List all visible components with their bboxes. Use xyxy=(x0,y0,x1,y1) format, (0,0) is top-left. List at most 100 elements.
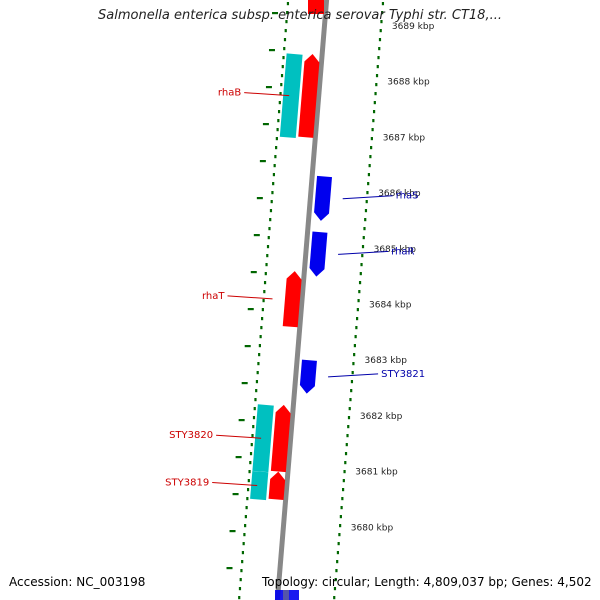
tick-dot xyxy=(343,470,346,474)
tick-dot xyxy=(282,56,285,60)
tick-dot xyxy=(336,560,339,564)
tick-label: 3684 kbp xyxy=(369,301,412,311)
tick-dot xyxy=(348,407,351,411)
backbone xyxy=(274,0,330,600)
gene-leader-STY3821 xyxy=(328,373,379,378)
gene-STY3819 xyxy=(268,471,286,501)
tick-dot xyxy=(347,416,351,420)
tick-label: 3685 kbp xyxy=(374,245,417,255)
tick-dot xyxy=(265,263,268,267)
tick-label: 3686 kbp xyxy=(378,189,421,199)
tick-dot xyxy=(360,263,363,267)
tick-dot xyxy=(271,191,274,195)
tick-dot xyxy=(249,461,252,465)
tick-dot xyxy=(269,209,273,213)
accession-label: Accession: NC_003198 xyxy=(9,575,146,589)
cyan-feature xyxy=(252,404,274,473)
tick-dot xyxy=(257,362,260,366)
tick-dot xyxy=(361,245,365,249)
tick-dot xyxy=(260,326,263,330)
tick-dot xyxy=(261,308,264,312)
tick-dot xyxy=(370,146,373,150)
tick-dot xyxy=(377,56,380,60)
tick-dot xyxy=(272,182,275,186)
tick-dot xyxy=(341,497,344,501)
tick-mark xyxy=(247,308,254,311)
tick-mark xyxy=(244,345,251,348)
tick-dot xyxy=(361,254,364,258)
tick-dot xyxy=(258,344,261,348)
tick-dot xyxy=(350,389,353,393)
tick-dot xyxy=(352,362,355,366)
tick-dot xyxy=(369,155,372,159)
tick-dot xyxy=(250,443,253,447)
tick-mark xyxy=(235,456,242,459)
gene-partial-bottom-stripe xyxy=(283,590,289,600)
tick-mark xyxy=(226,567,233,570)
tick-dot xyxy=(356,317,359,321)
cyan-feature xyxy=(250,470,269,501)
tick-dot xyxy=(264,272,267,276)
tick-dot xyxy=(358,290,361,294)
tick-dot xyxy=(363,227,366,231)
tick-dot xyxy=(378,47,381,51)
gene-leader-rhaT xyxy=(227,295,273,300)
gene-rhaB xyxy=(298,53,320,138)
tick-dot xyxy=(238,596,241,600)
tick-dot xyxy=(380,20,383,24)
tick-dot xyxy=(366,191,369,195)
tick-mark xyxy=(238,419,245,422)
tick-dots xyxy=(226,2,385,600)
map-title: Salmonella enterica subsp. enterica sero… xyxy=(98,8,502,23)
tick-dot xyxy=(262,299,265,303)
tick-dot xyxy=(339,515,342,519)
tick-dot xyxy=(346,434,349,438)
tick-dot xyxy=(247,479,250,483)
tick-dot xyxy=(370,137,373,141)
tick-dot xyxy=(243,533,246,537)
gene-label-rhaS: rhaS xyxy=(396,191,419,202)
tick-dot xyxy=(335,569,338,573)
tick-dot xyxy=(371,128,374,132)
tick-label: 3680 kbp xyxy=(351,523,394,533)
gene-label-rhaR: rhaR xyxy=(391,246,414,257)
gene-leader-STY3819 xyxy=(212,482,258,486)
tick-dot xyxy=(333,596,336,600)
tick-dot xyxy=(253,407,256,411)
tick-dot xyxy=(272,173,276,177)
tick-labels: 3689 kbp 3688 kbp 3687 kbp 3686 kbp 3685 kbp… xyxy=(351,22,435,533)
tick-mark xyxy=(262,123,269,126)
tick-dot xyxy=(344,461,347,465)
tick-dot xyxy=(362,236,365,240)
gene-leader-rhaR xyxy=(338,250,389,255)
tick-mark xyxy=(241,382,248,385)
tick-mark xyxy=(253,234,260,237)
tick-dot xyxy=(267,236,270,240)
tick-label: 3689 kbp xyxy=(392,22,435,32)
tick-mark xyxy=(256,197,263,200)
gene-labels: rhaB rhaS rhaR rhaT STY3821 STY3820 STY3819 xyxy=(165,88,425,489)
tick-dot xyxy=(279,92,282,96)
tick-dot xyxy=(252,416,256,420)
tick-dot xyxy=(285,20,288,24)
tick-dot xyxy=(254,398,257,402)
tick-dot xyxy=(246,497,249,501)
tick-dot xyxy=(340,506,343,510)
tick-dot xyxy=(334,578,337,582)
tick-dot xyxy=(351,371,354,375)
tick-dot xyxy=(350,380,354,384)
tick-dot xyxy=(276,128,279,132)
tick-dot xyxy=(368,164,371,168)
tick-dot xyxy=(275,137,278,141)
tick-dot xyxy=(252,425,255,429)
gene-label-rhaT: rhaT xyxy=(202,291,225,302)
tick-dot xyxy=(365,200,368,204)
tick-mark xyxy=(265,86,272,89)
tick-dot xyxy=(255,380,259,384)
tick-dot xyxy=(246,488,250,492)
tick-dot xyxy=(249,452,253,456)
gene-rhaS xyxy=(314,175,333,221)
tick-dot xyxy=(379,29,382,33)
tick-dot xyxy=(284,29,287,33)
gene-leader-rhaB xyxy=(244,92,290,97)
